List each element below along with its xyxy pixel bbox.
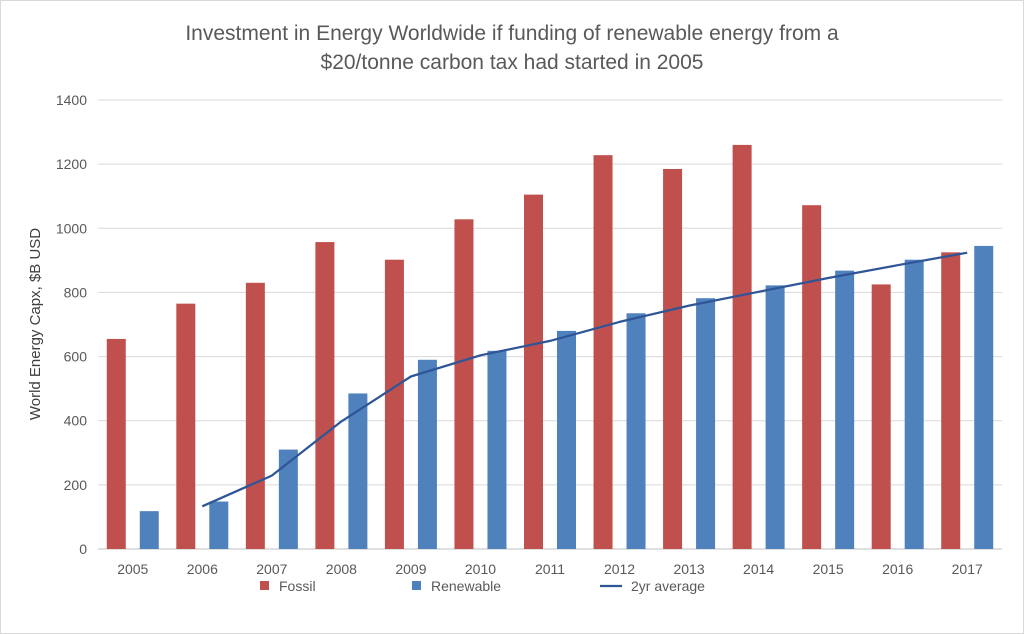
legend-label: Renewable	[431, 578, 501, 594]
fossil-bar	[315, 242, 335, 550]
fossil-bar	[384, 259, 404, 549]
fossil-bar	[106, 338, 126, 549]
chart-title-line-1: Investment in Energy Worldwide if fundin…	[185, 22, 839, 45]
y-tick-label: 400	[64, 413, 88, 429]
legend-label: Fossil	[279, 578, 316, 594]
y-axis-title: World Energy Capx, $B USD	[27, 228, 44, 420]
y-tick-label: 600	[64, 349, 88, 365]
x-tick-label: 2007	[256, 561, 287, 577]
x-tick-label: 2017	[952, 561, 983, 577]
fossil-bar	[593, 155, 613, 550]
legend-label: 2yr average	[631, 578, 705, 594]
fossil-bar	[454, 219, 474, 549]
x-tick-label: 2016	[882, 561, 913, 577]
renewable-bar	[348, 393, 368, 549]
renewable-bar	[209, 501, 229, 549]
renewable-bar	[696, 298, 716, 549]
y-tick-label: 1200	[56, 156, 87, 172]
renewable-bar	[487, 350, 507, 549]
x-tick-label: 2008	[326, 561, 357, 577]
fossil-legend-swatch	[260, 581, 269, 590]
fossil-bar	[245, 282, 265, 549]
y-tick-label: 1000	[56, 220, 87, 236]
renewable-bar	[765, 285, 785, 549]
x-tick-label: 2011	[535, 561, 565, 577]
renewable-bar	[904, 259, 924, 549]
y-tick-label: 1400	[56, 92, 87, 108]
fossil-bar	[176, 303, 196, 549]
tick-labels: 0 200 400 600 800 1000 1200 1400 2005 2006 2007 200…	[56, 92, 983, 577]
chart-title-line-2: $20/tonne carbon tax had started in 2005	[321, 51, 704, 74]
renewable-bar	[278, 449, 298, 549]
renewable-bar	[835, 270, 855, 549]
renewable-bar	[557, 330, 576, 549]
average-line-layer	[201, 251, 968, 508]
renewable-bar	[974, 245, 994, 550]
y-tick-label: 200	[64, 477, 88, 493]
fossil-bar	[663, 168, 683, 550]
fossil-bar	[871, 284, 891, 549]
y-tick-label: 800	[64, 284, 88, 300]
y-tick-label: 0	[79, 541, 87, 557]
x-tick-label: 2009	[395, 561, 426, 577]
fossil-bar	[732, 144, 752, 549]
x-tick-label: 2014	[743, 561, 774, 577]
bars	[106, 144, 994, 550]
renewable-bar	[626, 313, 646, 549]
gridlines	[98, 99, 1002, 550]
renewable-bar	[417, 359, 437, 549]
average-line	[201, 251, 968, 508]
x-tick-label: 2012	[604, 561, 635, 577]
x-tick-label: 2013	[673, 561, 704, 577]
renewable-bar	[139, 511, 159, 549]
x-tick-label: 2005	[117, 561, 148, 577]
fossil-bar	[524, 194, 543, 549]
x-tick-label: 2006	[187, 561, 218, 577]
x-tick-label: 2010	[465, 561, 496, 577]
fossil-bar	[941, 252, 961, 549]
fossil-bar	[802, 205, 822, 550]
x-tick-label: 2015	[813, 561, 844, 577]
renewable-legend-swatch	[412, 581, 421, 590]
legend: Fossil Renewable 2yr average	[260, 578, 705, 594]
